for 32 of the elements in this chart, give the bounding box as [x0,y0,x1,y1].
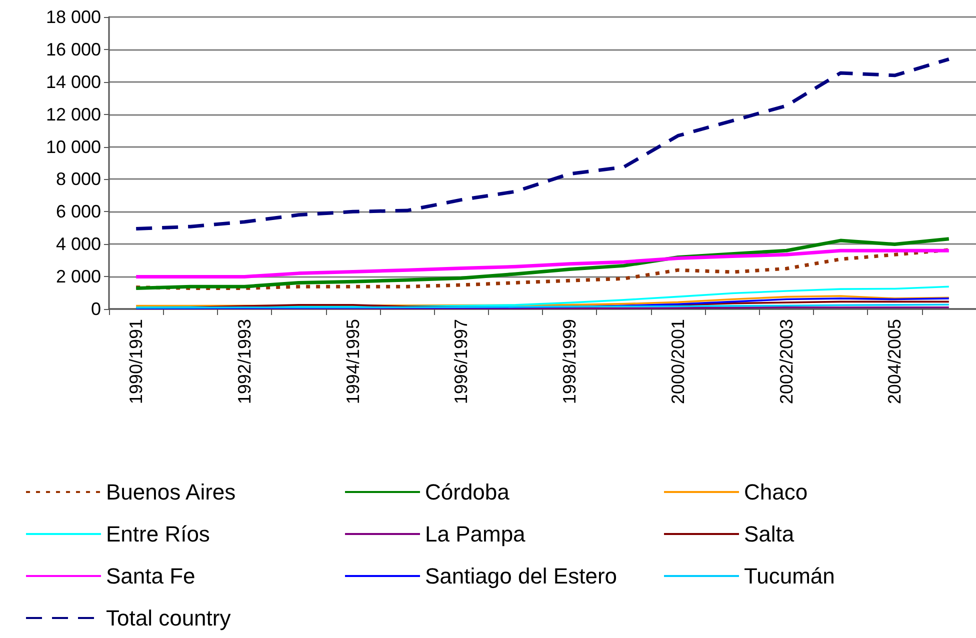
line-series [134,57,951,230]
legend-label: Tucumán [744,564,835,588]
y-tick-label: 6 000 [56,202,101,222]
legend-label: Santa Fe [106,564,196,588]
x-tick-label: 1996/1997 [451,319,472,404]
y-tick-label: 4 000 [56,234,101,254]
legend-label: Buenos Aires [106,480,236,504]
y-tick-label: 8 000 [56,169,101,190]
line-series [134,248,951,278]
legend-label: Córdoba [425,480,510,504]
y-tick-label: 14 000 [46,72,101,92]
legend-label: Chaco [744,480,808,504]
y-tick-label: 18 000 [46,7,101,27]
x-tick-label: 1994/1995 [342,319,363,404]
y-tick-label: 0 [90,299,101,319]
y-tick-label: 16 000 [46,39,101,60]
legend-label: Salta [744,522,795,546]
legend-label: La Pampa [425,522,526,546]
x-tick-label: 1992/1993 [234,319,254,404]
legend-label: Entre Ríos [106,522,210,546]
legend-label: Santiago del Estero [425,564,618,588]
line-series [134,237,951,290]
x-tick-label: 2002/2003 [776,319,796,404]
y-tick-label: 12 000 [46,104,101,124]
x-tick-label: 2004/2005 [884,319,905,404]
legend-label: Total country [106,606,231,630]
line-series [134,248,951,290]
y-tick-label: 2 000 [56,266,101,287]
x-tick-label: 1990/1991 [126,319,146,404]
x-tick-label: 2000/2001 [668,319,688,404]
y-tick-label: 10 000 [46,136,101,157]
x-tick-label: 1998/1999 [560,319,580,404]
